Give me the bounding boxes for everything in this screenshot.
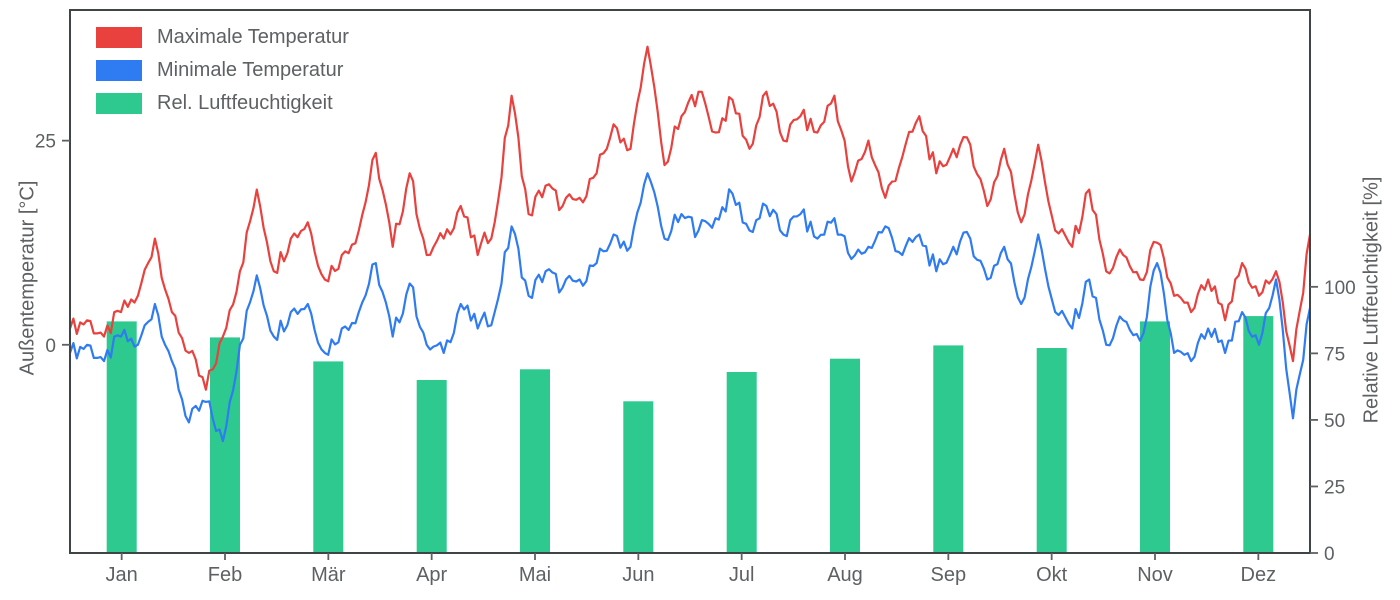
x-tick-label: Feb: [208, 564, 242, 586]
right-tick-label: 100: [1324, 278, 1356, 299]
x-tick-label: Nov: [1137, 564, 1173, 586]
legend-item-min-temp: Minimale Temperatur: [96, 59, 349, 82]
x-tick-label: Jun: [622, 564, 654, 586]
max-temp-line: [68, 45, 1312, 391]
right-tick-label: 0: [1324, 544, 1335, 565]
right-tick-label: 25: [1324, 477, 1345, 498]
legend-swatch-max-temp-icon: [96, 27, 142, 48]
x-tick-label: Dez: [1241, 564, 1277, 586]
x-tick-label: Aug: [827, 564, 863, 586]
max-temp-line-path: [68, 45, 1312, 391]
left-tick-label: 0: [45, 336, 56, 357]
humidity-bar: [1140, 321, 1170, 553]
humidity-bar: [106, 321, 137, 553]
x-tick-label: Okt: [1036, 564, 1068, 586]
humidity-bar: [1243, 316, 1274, 553]
legend-label-max-temp: Maximale Temperatur: [157, 26, 349, 48]
legend-label-humidity: Rel. Luftfeuchtigkeit: [157, 92, 333, 114]
axis-ticks: Jan Feb Mär Apr Mai Jun Jul Aug Sep Okt Nov Dez 0 25 0…: [35, 132, 1356, 586]
plot-frame: [69, 9, 1311, 554]
right-axis-title: Relative Luftfeuchtigkeit [%]: [1360, 176, 1383, 424]
humidity-bar: [520, 369, 550, 553]
legend-item-humidity: Rel. Luftfeuchtigkeit: [96, 92, 349, 115]
humidity-bar: [726, 372, 757, 553]
humidity-bar: [623, 401, 654, 553]
x-tick-label: Mai: [519, 564, 551, 586]
humidity-bar: [210, 337, 240, 553]
legend-swatch-min-temp-icon: [96, 60, 142, 81]
humidity-bar: [416, 380, 447, 553]
left-axis-title: Außentemperatur [°C]: [16, 180, 39, 376]
x-tick-label: Sep: [931, 564, 967, 586]
humidity-bar: [1036, 348, 1067, 553]
x-tick-label: Jan: [106, 564, 138, 586]
legend-swatch-humidity-icon: [96, 93, 142, 114]
x-tick-label: Apr: [416, 564, 447, 586]
plot-border: [69, 9, 1311, 554]
legend-item-max-temp: Maximale Temperatur: [96, 26, 349, 49]
right-tick-label: 50: [1324, 411, 1345, 432]
humidity-bar: [830, 358, 860, 553]
legend-label-min-temp: Minimale Temperatur: [157, 59, 344, 81]
left-tick-label: 25: [35, 132, 56, 153]
humidity-bar: [933, 345, 964, 553]
chart-legend: Maximale Temperatur Minimale Temperatur …: [92, 22, 359, 119]
humidity-bars: [106, 316, 1274, 553]
x-tick-label: Mär: [311, 564, 346, 586]
min-temp-line-path: [68, 172, 1312, 443]
min-temp-line: [68, 172, 1312, 443]
humidity-bar: [313, 361, 344, 553]
x-tick-label: Jul: [729, 564, 755, 586]
right-tick-label: 75: [1324, 344, 1345, 365]
